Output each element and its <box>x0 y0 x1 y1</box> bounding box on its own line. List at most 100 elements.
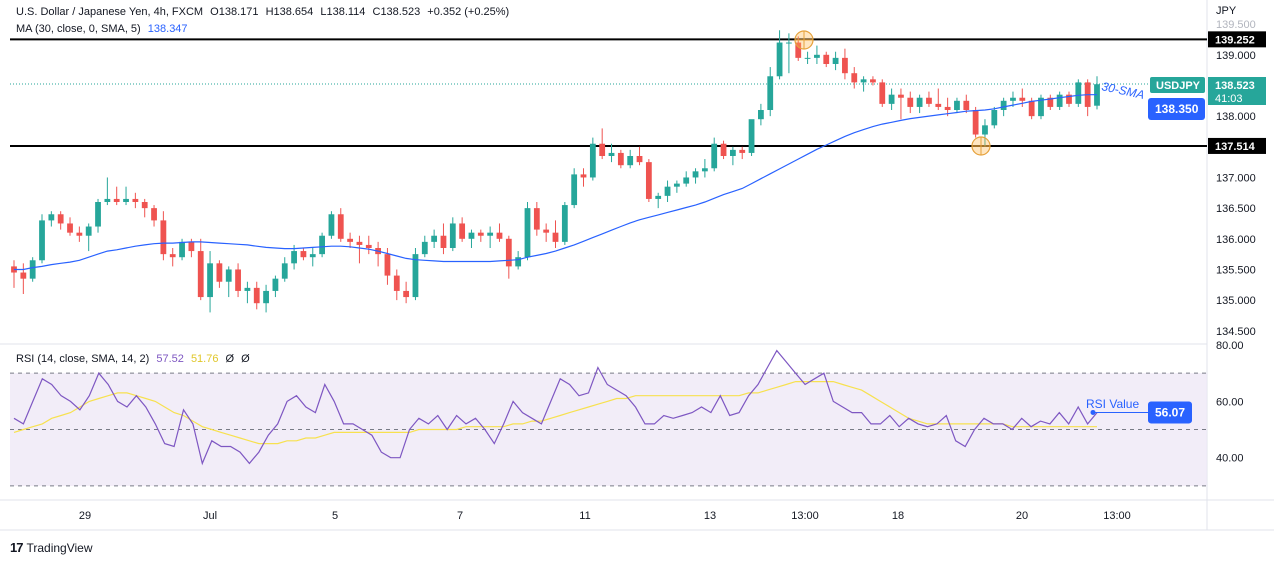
candle-body <box>720 143 727 156</box>
candle-body <box>179 241 185 258</box>
candle-body <box>309 254 316 258</box>
rsi-value-tag: 56.07 <box>1148 401 1192 424</box>
candle-body <box>505 238 512 267</box>
symbol-tag: USDJPY <box>1150 77 1205 93</box>
rsi-legend-value: 57.52 <box>156 353 184 365</box>
last-price-tag-bg <box>1208 77 1266 105</box>
tradingview-logo[interactable]: 17 TradingView <box>10 540 93 555</box>
change-value: +0.352 (+0.25%) <box>427 6 510 18</box>
candle-body <box>552 232 559 242</box>
candle-body <box>440 235 447 248</box>
candle-body <box>804 57 811 59</box>
candle-body <box>664 186 671 196</box>
rsi-legend-extra-1: Ø <box>225 353 235 365</box>
candle-body <box>356 241 363 245</box>
candle-body <box>935 103 942 107</box>
candle-body <box>711 143 718 169</box>
candle-body <box>337 214 344 239</box>
low-value: 138.114 <box>326 6 366 18</box>
candle-body <box>272 278 279 291</box>
time-axis-tick-label: 29 <box>79 510 91 522</box>
candle-body <box>57 214 64 224</box>
candle-body <box>1038 97 1044 117</box>
symbol-title: U.S. Dollar / Japanese Yen, 4h, FXCM <box>16 6 204 18</box>
rsi-band <box>10 373 1207 486</box>
rsi-value-tag-bg <box>1148 401 1192 424</box>
candle-body <box>244 287 251 291</box>
candle-body <box>533 208 540 230</box>
candle-body <box>823 54 830 64</box>
rsi-legend-extra-2: Ø <box>241 353 250 365</box>
rsi-annotation: RSI Value <box>1086 397 1139 411</box>
time-axis-tick-label: 7 <box>457 510 463 522</box>
candle-body <box>449 223 456 248</box>
time-axis-tick-label: 13 <box>704 510 716 522</box>
candle-body <box>281 263 288 279</box>
resistance-price-tag-text: 139.252 <box>1215 34 1255 46</box>
ma-value-tag: 138.350 <box>1148 98 1205 120</box>
rsi-sma-line <box>13 381 1097 445</box>
candle-body <box>95 202 101 227</box>
candle-body <box>851 73 858 83</box>
candle-body <box>515 257 522 267</box>
candle-body <box>188 241 195 252</box>
candle-body <box>1066 94 1072 104</box>
candle-body <box>944 106 951 110</box>
candle-body <box>1010 97 1016 101</box>
rsi-value-tag-text: 56.07 <box>1155 405 1185 419</box>
candle-body <box>786 42 792 44</box>
price-axis-tick-label: 139.000 <box>1216 50 1256 62</box>
candle-body <box>580 174 587 178</box>
candle-body <box>253 287 260 304</box>
rsi-legend[interactable]: RSI (14, close, SMA, 14, 2) 57.52 51.76 … <box>16 353 254 366</box>
candle-body <box>1075 82 1082 104</box>
candle-body <box>645 162 652 199</box>
candle-body <box>692 171 699 178</box>
high-value: 138.654 <box>273 6 314 18</box>
time-axis-tick-label: 13:00 <box>791 510 819 522</box>
swing-high-marker-icon <box>794 30 814 50</box>
rsi-annotation-dot <box>1090 409 1096 415</box>
candle-body <box>291 251 297 264</box>
main-legend: U.S. Dollar / Japanese Yen, 4h, FXCM O13… <box>16 6 513 19</box>
candle-body <box>748 119 755 153</box>
candle-body <box>393 275 400 291</box>
candle-body <box>860 79 867 83</box>
candle-body <box>384 254 391 276</box>
ma-value-tag-text: 138.350 <box>1155 102 1199 116</box>
ma-30-line <box>14 94 1097 271</box>
candle-body <box>776 42 783 77</box>
candle-body <box>991 110 998 126</box>
candle-body <box>599 143 606 156</box>
rsi-axis-tick-label: 40.00 <box>1216 453 1244 465</box>
candle-body <box>123 198 129 202</box>
candle-body <box>113 198 120 202</box>
candle-body <box>571 174 578 206</box>
last-price-tag-text: 138.523 <box>1215 80 1255 92</box>
rsi-legend-label: RSI (14, close, SMA, 14, 2) <box>16 353 150 365</box>
candle-body <box>907 97 914 107</box>
candle-body <box>832 57 839 64</box>
candle-body <box>1056 94 1063 107</box>
candle-body <box>403 290 410 298</box>
candle-body <box>1028 100 1035 117</box>
candle-body <box>459 223 466 239</box>
candle-body <box>141 202 148 209</box>
candle-body <box>1047 97 1054 107</box>
candle-body <box>365 244 372 248</box>
candle-body <box>169 254 176 258</box>
currency-label: JPY <box>1216 5 1237 17</box>
support-price-tag-text: 137.514 <box>1215 141 1256 153</box>
candle-body <box>879 82 886 104</box>
candle-body <box>20 272 27 279</box>
candle-body <box>589 143 596 178</box>
ma-value-tag-bg <box>1148 98 1205 120</box>
candle-body <box>76 232 83 236</box>
tradingview-mark-icon: 17 <box>10 540 24 555</box>
candle-body <box>347 238 353 242</box>
ma-legend[interactable]: MA (30, close, 0, SMA, 5) 138.347 <box>16 23 192 36</box>
support-price-tag: 137.514 <box>1208 137 1266 154</box>
candle-body <box>300 251 307 258</box>
